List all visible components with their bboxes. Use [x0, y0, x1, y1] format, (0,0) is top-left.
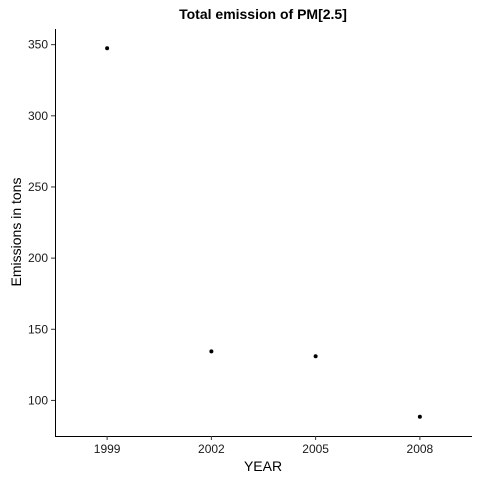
- x-tick-label: 1999: [94, 442, 121, 456]
- y-tick-label: 200: [28, 251, 48, 265]
- y-tick-label: 150: [28, 322, 48, 336]
- y-axis-ticks: 100 150 200 250 300 350: [28, 38, 55, 407]
- y-tick-label: 300: [28, 109, 48, 123]
- plot-area: [105, 46, 422, 419]
- y-axis-title: Emissions in tons: [8, 178, 24, 287]
- data-point-1999: [105, 46, 110, 51]
- x-axis-title: YEAR: [244, 458, 282, 474]
- x-axis-ticks: 1999 2002 2005 2008: [94, 436, 434, 456]
- x-tick-label: 2008: [407, 442, 434, 456]
- y-tick-label: 350: [28, 38, 48, 52]
- y-tick-label: 100: [28, 393, 48, 407]
- data-point-2002: [209, 349, 214, 354]
- y-tick-label: 250: [28, 180, 48, 194]
- x-tick-label: 2002: [198, 442, 225, 456]
- data-point-2008: [417, 414, 422, 419]
- x-tick-label: 2005: [302, 442, 329, 456]
- chart-title: Total emission of PM[2.5]: [179, 6, 347, 22]
- data-point-2005: [313, 354, 318, 359]
